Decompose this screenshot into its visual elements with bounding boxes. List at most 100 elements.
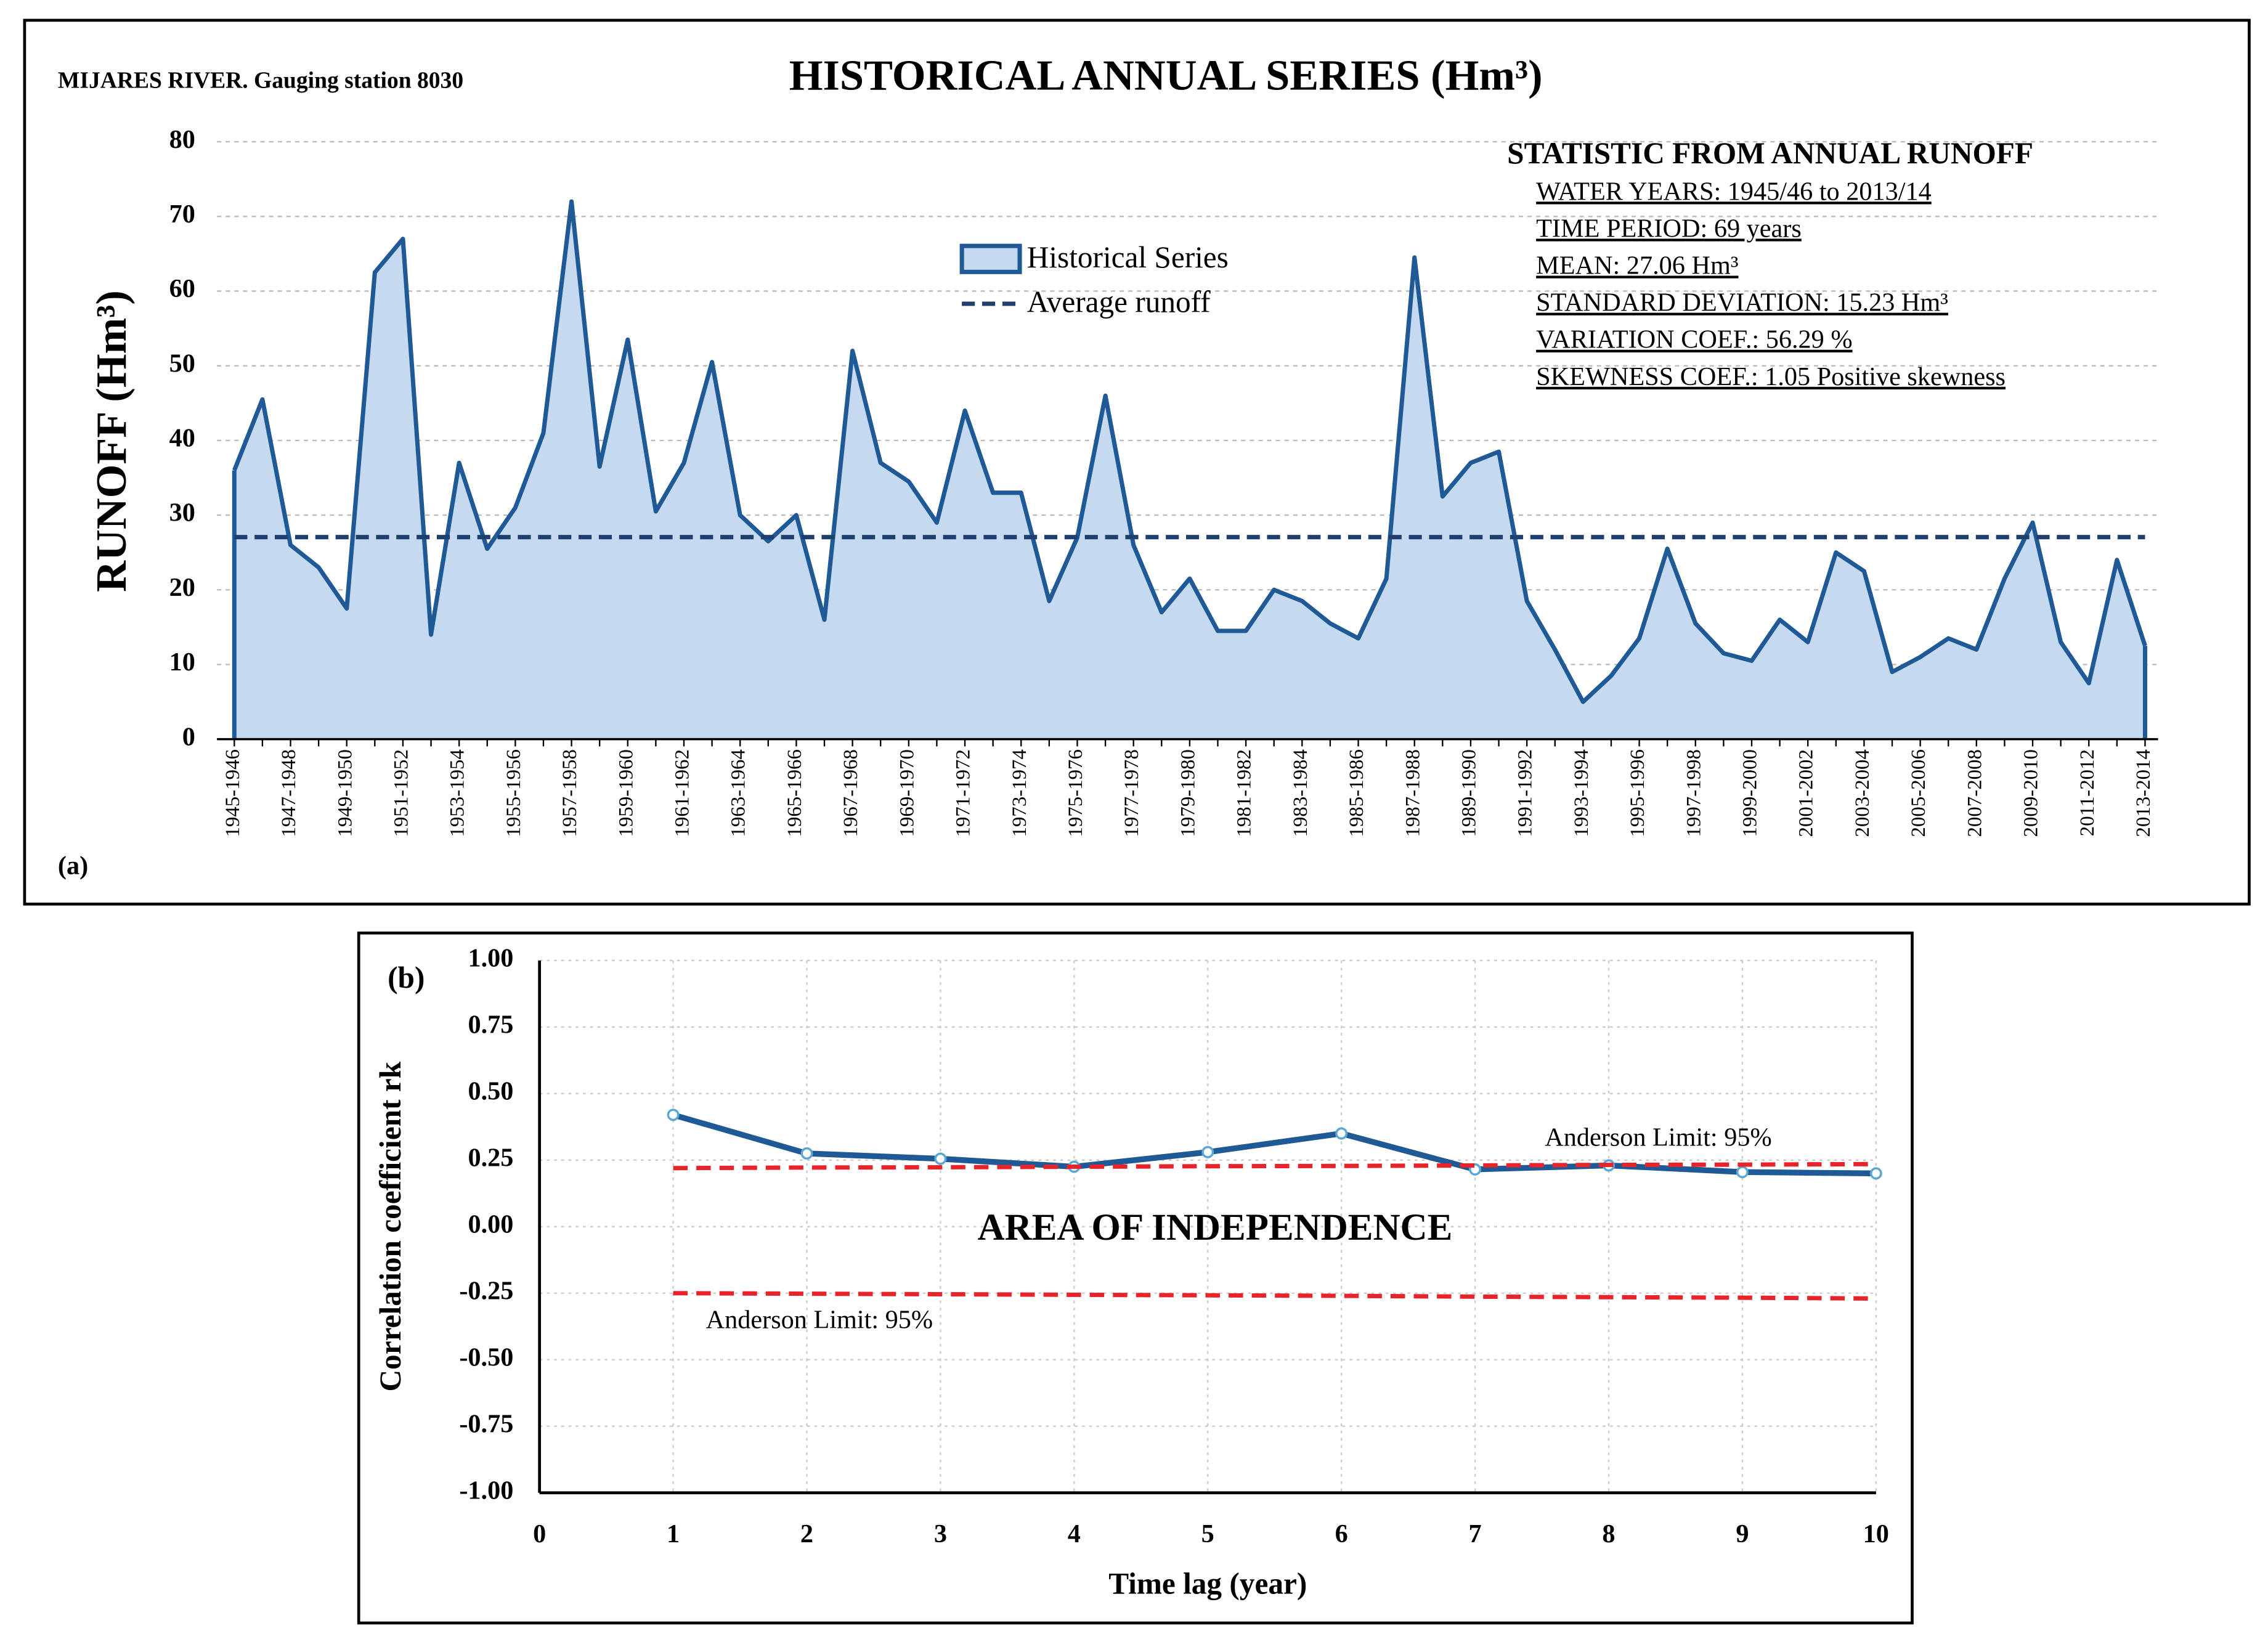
point [1869, 1167, 1882, 1180]
x-tick-label: 3 [934, 1519, 947, 1548]
y-tick-label: 0.25 [468, 1143, 513, 1172]
x-tick-label: 1995-1996 [1627, 749, 1649, 837]
x-tick-label: 1981-1982 [1234, 749, 1256, 837]
point [1201, 1145, 1214, 1158]
y-tick-label: 30 [169, 498, 195, 527]
y-tick-label: 70 [169, 200, 195, 229]
x-tick-label: 1973-1974 [1009, 749, 1031, 837]
x-tick-label: 1971-1972 [953, 749, 975, 837]
limit-label: Anderson Limit: 95% [706, 1305, 933, 1334]
stats-line: SKEWNESS COEF.: 1.05 Positive skewness [1536, 362, 2006, 391]
point [1335, 1127, 1348, 1140]
legend-swatch [959, 243, 1022, 274]
y-axis-label: RUNOFF (Hm³) [87, 290, 136, 592]
panel-label: (b) [388, 961, 425, 994]
point [1736, 1166, 1749, 1179]
stats-title: STATISTIC FROM ANNUAL RUNOFF [1507, 136, 2033, 170]
y-tick-label: 50 [169, 349, 195, 378]
panel-a-frame [23, 18, 2251, 906]
x-tick-label: 1965-1966 [784, 749, 806, 837]
y-axis-label: Correlation coefficient rk [373, 1061, 407, 1391]
legend-label: Average runoff [1027, 285, 1211, 319]
chart-title: HISTORICAL ANNUAL SERIES (Hm³) [789, 51, 1543, 99]
x-tick-label: 1959-1960 [615, 749, 637, 837]
x-tick-label: 1949-1950 [334, 749, 356, 837]
chart-subtitle: MIJARES RIVER. Gauging station 8030 [58, 68, 463, 93]
x-tick-label: 1993-1994 [1571, 749, 1593, 837]
legend-label: Historical Series [1027, 240, 1229, 274]
panel-b-frame [357, 931, 1914, 1625]
x-tick-label: 1951-1952 [390, 749, 412, 837]
x-tick-label: 2 [800, 1519, 813, 1548]
area [234, 201, 2145, 739]
x-tick-label: 2013-2014 [2132, 749, 2155, 837]
limit-label: Anderson Limit: 95% [1545, 1123, 1771, 1152]
stats-line: TIME PERIOD: 69 years [1536, 214, 1802, 243]
x-tick-label: 9 [1736, 1519, 1749, 1548]
y-tick-label: -0.50 [459, 1343, 513, 1372]
y-tick-label: 0.00 [468, 1210, 513, 1238]
series-line [672, 1112, 1876, 1177]
y-tick-label: -0.25 [459, 1276, 513, 1305]
y-tick-label: 0 [182, 722, 195, 751]
x-tick-label: 1 [667, 1519, 680, 1548]
x-tick-label: 4 [1068, 1519, 1081, 1548]
y-tick-label: 10 [169, 648, 195, 677]
x-tick-label: 1997-1998 [1683, 749, 1705, 837]
x-tick-label: 5 [1201, 1519, 1214, 1548]
y-tick-label: -0.75 [459, 1409, 513, 1438]
y-tick-label: 0.75 [468, 1011, 513, 1039]
x-tick-label: 2001-2002 [1795, 749, 1818, 837]
x-tick-label: 6 [1335, 1519, 1348, 1548]
x-tick-label: 2011-2012 [2076, 749, 2099, 836]
x-tick-label: 1957-1958 [559, 749, 581, 837]
y-tick-label: -1.00 [459, 1476, 513, 1505]
x-tick-label: 1967-1968 [840, 749, 862, 837]
x-tick-label: 1963-1964 [728, 749, 750, 837]
x-tick-label: 1947-1948 [278, 749, 300, 837]
y-tick-label: 0.50 [468, 1076, 513, 1105]
point [934, 1152, 947, 1165]
x-tick-label: 1985-1986 [1346, 749, 1368, 837]
stats-line: WATER YEARS: 1945/46 to 2013/14 [1536, 177, 1932, 206]
x-tick-label: 1955-1956 [503, 749, 525, 837]
point [667, 1108, 680, 1121]
series-line [232, 199, 2147, 704]
x-tick-label: 2003-2004 [1851, 749, 1874, 837]
x-tick-label: 0 [533, 1519, 546, 1548]
y-tick-label: 40 [169, 424, 195, 453]
x-tick-label: 1977-1978 [1121, 749, 1143, 837]
point [800, 1147, 813, 1160]
x-tick-label: 1999-2000 [1739, 749, 1762, 837]
x-tick-label: 2009-2010 [2020, 749, 2042, 837]
x-tick-label: 1987-1988 [1402, 749, 1424, 837]
panel-label: (a) [58, 851, 88, 880]
x-tick-label: 1991-1992 [1514, 749, 1537, 837]
x-tick-label: 8 [1602, 1519, 1615, 1548]
annotation: AREA OF INDEPENDENCE [978, 1207, 1453, 1248]
y-tick-label: 60 [169, 274, 195, 303]
y-tick-label: 80 [169, 125, 195, 154]
y-tick-label: 1.00 [468, 944, 513, 973]
x-tick-label: 1969-1970 [896, 749, 918, 837]
x-tick-label: 1975-1976 [1065, 749, 1087, 837]
limit-line [673, 1291, 1876, 1301]
x-axis-label: Time lag (year) [1108, 1567, 1307, 1601]
limit-line [673, 1161, 1876, 1171]
x-tick-label: 1945-1946 [222, 749, 244, 837]
stats-line: MEAN: 27.06 Hm³ [1536, 251, 1738, 280]
stats-line: VARIATION COEF.: 56.29 % [1536, 325, 1852, 354]
x-tick-label: 1983-1984 [1290, 749, 1312, 837]
x-tick-label: 10 [1863, 1519, 1889, 1548]
stats-line: STANDARD DEVIATION: 15.23 Hm³ [1536, 288, 1948, 317]
x-tick-label: 2005-2006 [1908, 749, 1930, 837]
y-tick-label: 20 [169, 573, 195, 602]
x-tick-label: 1989-1990 [1458, 749, 1480, 837]
x-tick-label: 7 [1468, 1519, 1481, 1548]
x-tick-label: 1961-1962 [672, 749, 694, 837]
x-tick-label: 1979-1980 [1177, 749, 1199, 837]
x-tick-label: 2007-2008 [1964, 749, 1986, 837]
x-tick-label: 1953-1954 [447, 749, 469, 837]
